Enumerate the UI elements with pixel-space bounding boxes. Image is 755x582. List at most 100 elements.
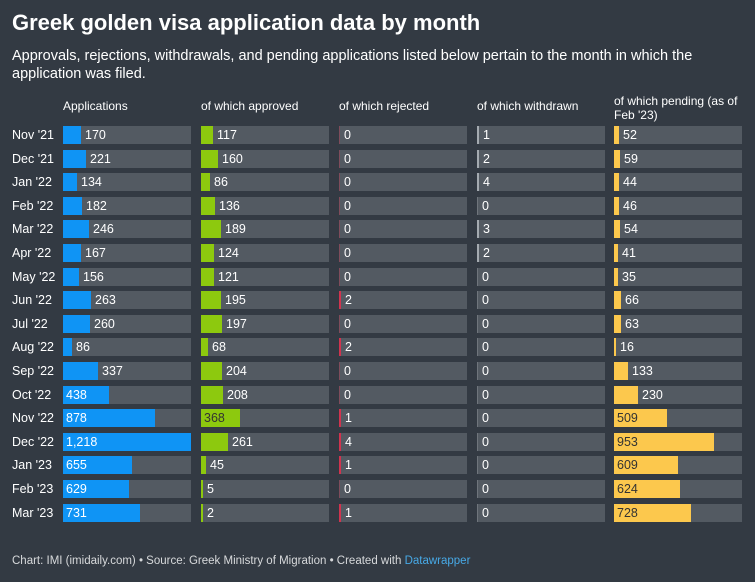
bar-withdrawn	[477, 456, 478, 475]
cell-applications: 438	[63, 385, 191, 404]
value-label-withdrawn: 0	[482, 482, 489, 496]
value-label-withdrawn: 2	[483, 151, 490, 166]
bar-pending	[614, 196, 619, 215]
bar-approved	[201, 173, 210, 192]
cell-withdrawn: 0	[477, 385, 605, 404]
datawrapper-link[interactable]: Datawrapper	[404, 555, 471, 567]
bar-withdrawn	[477, 480, 478, 498]
value-label-applications: 1,218	[66, 434, 98, 449]
bar-rejected	[339, 362, 340, 380]
cell-approved: 160	[201, 149, 329, 168]
value-label-rejected: 0	[344, 482, 351, 496]
bar-withdrawn	[477, 244, 479, 262]
cell-approved: 45	[201, 456, 329, 475]
row-label: Apr '22	[12, 246, 52, 260]
bar-rejected	[339, 314, 340, 333]
bar-rejected	[339, 220, 340, 239]
value-label-approved: 45	[210, 458, 224, 473]
value-label-pending: 728	[617, 505, 638, 520]
row-label: Nov '21	[12, 128, 54, 142]
value-label-pending: 509	[617, 411, 638, 426]
bar-pending	[614, 362, 628, 380]
bar-approved	[201, 432, 228, 451]
row-label: Mar '22	[12, 222, 54, 237]
bar-withdrawn	[477, 267, 478, 286]
bar-pending	[614, 432, 714, 451]
bar-approved	[201, 220, 221, 239]
cell-withdrawn: 0	[477, 409, 605, 428]
bar-pending	[614, 126, 619, 144]
cell-pending: 728	[614, 503, 742, 522]
bar-pending	[614, 456, 678, 475]
value-label-applications: 878	[66, 411, 87, 426]
value-label-applications: 263	[95, 293, 116, 308]
bar-rejected	[339, 338, 341, 357]
bar-approved	[201, 338, 208, 357]
value-label-approved: 195	[225, 293, 246, 308]
value-label-applications: 246	[93, 222, 114, 237]
cell-applications: 246	[63, 220, 191, 239]
value-label-withdrawn: 0	[482, 364, 489, 378]
cell-withdrawn: 0	[477, 456, 605, 475]
cell-pending: 509	[614, 409, 742, 428]
row-label: Sep '22	[12, 364, 55, 378]
value-label-rejected: 1	[345, 411, 352, 426]
bar-applications	[63, 267, 79, 286]
bar-applications	[63, 196, 82, 215]
bar-withdrawn	[477, 291, 478, 310]
cell-pending: 609	[614, 456, 742, 475]
value-label-approved: 208	[227, 387, 248, 402]
cell-applications: 156	[63, 267, 191, 286]
bar-rejected	[339, 480, 340, 498]
bar-applications	[63, 173, 77, 192]
cell-withdrawn: 0	[477, 314, 605, 333]
cell-approved: 5	[201, 480, 329, 498]
value-label-approved: 5	[207, 482, 214, 496]
cell-withdrawn: 0	[477, 432, 605, 451]
bar-withdrawn	[477, 126, 479, 144]
cell-approved: 86	[201, 173, 329, 192]
cell-withdrawn: 0	[477, 196, 605, 215]
value-label-pending: 44	[623, 175, 637, 190]
value-label-applications: 337	[102, 364, 123, 378]
bar-rejected	[339, 385, 340, 404]
bar-pending	[614, 480, 680, 498]
row-label: Jun '22	[12, 293, 52, 308]
value-label-applications: 438	[66, 387, 87, 402]
cell-approved: 195	[201, 291, 329, 310]
cell-approved: 368	[201, 409, 329, 428]
bar-applications	[63, 503, 140, 522]
value-label-approved: 189	[225, 222, 246, 237]
cell-applications: 1,218	[63, 432, 191, 451]
value-label-withdrawn: 0	[482, 434, 489, 449]
value-label-withdrawn: 2	[483, 246, 490, 260]
cell-pending: 41	[614, 244, 742, 262]
cell-withdrawn: 0	[477, 291, 605, 310]
value-label-pending: 54	[624, 222, 638, 237]
bar-approved	[201, 480, 203, 498]
cell-applications: 170	[63, 126, 191, 144]
cell-rejected: 0	[339, 149, 467, 168]
value-label-rejected: 0	[344, 198, 351, 213]
bar-withdrawn	[477, 432, 478, 451]
cell-approved: 117	[201, 126, 329, 144]
row-label: Dec '22	[12, 434, 54, 449]
cell-withdrawn: 0	[477, 362, 605, 380]
value-label-pending: 59	[624, 151, 638, 166]
value-label-withdrawn: 0	[482, 387, 489, 402]
value-label-withdrawn: 3	[483, 222, 490, 237]
cell-approved: 121	[201, 267, 329, 286]
value-label-approved: 124	[218, 246, 239, 260]
value-label-approved: 136	[219, 198, 240, 213]
cell-withdrawn: 4	[477, 173, 605, 192]
value-label-withdrawn: 0	[482, 458, 489, 473]
cell-pending: 35	[614, 267, 742, 286]
cell-withdrawn: 0	[477, 503, 605, 522]
bar-approved	[201, 291, 221, 310]
value-label-rejected: 4	[345, 434, 352, 449]
bar-pending	[614, 220, 620, 239]
cell-applications: 134	[63, 173, 191, 192]
row-label: Oct '22	[12, 387, 52, 402]
cell-rejected: 0	[339, 220, 467, 239]
row-label: Feb '22	[12, 198, 54, 213]
